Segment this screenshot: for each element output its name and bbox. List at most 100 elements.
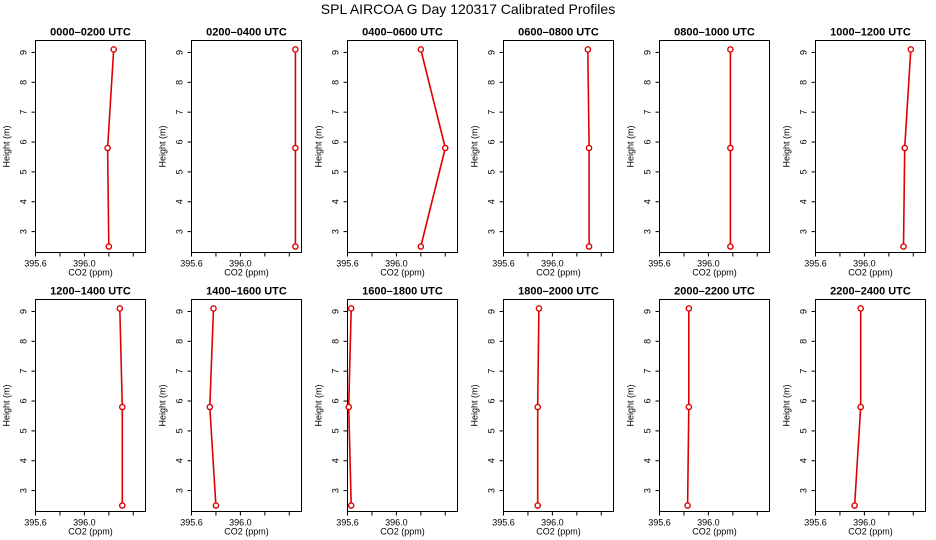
y-tick-label: 4 <box>799 199 809 204</box>
plot-frame <box>35 299 146 512</box>
x-tick-label: 395.6 <box>648 259 671 269</box>
y-tick-label: 5 <box>487 169 497 174</box>
x-tick-label: 395.6 <box>24 259 47 269</box>
data-point <box>105 243 113 250</box>
plot-frame <box>191 299 302 512</box>
y-tick-label: 7 <box>175 369 185 374</box>
x-axis-label: CO2 (ppm) <box>224 527 269 537</box>
plot-frame <box>35 40 146 253</box>
y-tick-label: 4 <box>175 458 185 463</box>
y-tick-label: 5 <box>331 169 341 174</box>
y-axis-label: Height (m) <box>158 125 168 167</box>
profile-panel: 0000–0200 UTC 395.6 396.0 3 4 5 6 7 8 9 CO2 (ppm) H… <box>2 27 146 278</box>
panel-title: 0400–0600 UTC <box>362 27 443 39</box>
y-tick-label: 6 <box>643 399 653 404</box>
data-point <box>210 305 217 312</box>
x-tick-label: 396.0 <box>853 518 876 528</box>
data-point <box>535 305 543 312</box>
y-tick-label: 4 <box>487 458 497 463</box>
y-tick-label: 7 <box>487 110 497 115</box>
y-tick-label: 9 <box>643 309 653 314</box>
y-tick-label: 9 <box>643 50 653 55</box>
data-point <box>347 305 355 312</box>
x-tick-label: 396.0 <box>229 518 252 528</box>
panel-title: 2000–2200 UTC <box>674 286 755 298</box>
figure-title: SPL AIRCOA G Day 120317 Calibrated Profi… <box>321 1 615 17</box>
y-tick-label: 5 <box>331 428 341 433</box>
data-point <box>292 46 299 53</box>
data-point <box>727 243 734 250</box>
y-tick-label: 6 <box>799 399 809 404</box>
panel-title: 1200–1400 UTC <box>50 286 131 298</box>
panel-title: 0800–1000 UTC <box>674 27 755 39</box>
y-tick-label: 7 <box>331 110 341 115</box>
y-tick-label: 8 <box>331 339 341 344</box>
y-tick-label: 3 <box>175 229 185 234</box>
x-tick-label: 395.6 <box>804 259 827 269</box>
y-tick-label: 7 <box>643 110 653 115</box>
panel-title: 1000–1200 UTC <box>830 27 911 39</box>
y-tick-label: 9 <box>331 50 341 55</box>
plot-frame <box>815 299 926 512</box>
y-axis-label: Height (m) <box>2 125 12 167</box>
y-axis-label: Height (m) <box>782 384 792 426</box>
data-point <box>110 46 118 53</box>
data-point <box>534 403 542 411</box>
y-tick-label: 6 <box>175 399 185 404</box>
y-tick-label: 7 <box>643 369 653 374</box>
y-tick-label: 8 <box>487 80 497 85</box>
panel-grid: 0000–0200 UTC 395.6 396.0 3 4 5 6 7 8 9 CO2 (ppm) H… <box>2 27 926 537</box>
data-point <box>206 403 214 411</box>
data-point <box>292 144 299 152</box>
y-tick-label: 3 <box>487 488 497 493</box>
profile-panel: 1200–1400 UTC 395.6 396.0 3 4 5 6 7 8 9 CO2 (ppm) H… <box>2 286 146 537</box>
x-tick-label: 396.0 <box>229 259 252 269</box>
data-point <box>417 46 425 53</box>
x-tick-label: 396.0 <box>73 518 96 528</box>
y-tick-label: 4 <box>19 199 29 204</box>
profile-panel: 1600–1800 UTC 395.6 396.0 3 4 5 6 7 8 9 CO2 (ppm) H… <box>314 286 458 537</box>
y-axis-label: Height (m) <box>470 384 480 426</box>
data-point <box>685 305 693 312</box>
y-tick-label: 8 <box>799 339 809 344</box>
y-tick-label: 4 <box>643 199 653 204</box>
x-tick-label: 396.0 <box>541 259 564 269</box>
y-axis-label: Height (m) <box>626 384 636 426</box>
data-point <box>345 403 353 411</box>
data-point <box>347 502 355 509</box>
y-axis-label: Height (m) <box>314 125 324 167</box>
y-tick-label: 3 <box>487 229 497 234</box>
x-tick-label: 396.0 <box>697 518 720 528</box>
x-tick-label: 395.6 <box>804 518 827 528</box>
y-tick-label: 8 <box>487 339 497 344</box>
x-tick-label: 396.0 <box>73 259 96 269</box>
y-tick-label: 3 <box>175 488 185 493</box>
y-tick-label: 7 <box>799 369 809 374</box>
y-tick-label: 3 <box>799 488 809 493</box>
x-axis-label: CO2 (ppm) <box>536 527 581 537</box>
data-point <box>534 502 542 509</box>
y-tick-label: 9 <box>175 50 185 55</box>
data-point <box>857 403 865 411</box>
x-axis-label: CO2 (ppm) <box>536 268 581 278</box>
x-axis-label: CO2 (ppm) <box>692 527 737 537</box>
y-tick-label: 9 <box>19 50 29 55</box>
x-tick-label: 395.6 <box>648 518 671 528</box>
y-tick-label: 7 <box>19 369 29 374</box>
x-axis-label: CO2 (ppm) <box>848 527 893 537</box>
y-tick-label: 7 <box>19 110 29 115</box>
x-tick-label: 396.0 <box>697 259 720 269</box>
y-axis-label: Height (m) <box>626 125 636 167</box>
y-tick-label: 6 <box>799 140 809 145</box>
plot-frame <box>503 40 614 253</box>
y-tick-label: 6 <box>19 399 29 404</box>
x-tick-label: 396.0 <box>385 259 408 269</box>
panel-title: 0000–0200 UTC <box>50 27 131 39</box>
y-tick-label: 4 <box>331 199 341 204</box>
x-tick-label: 395.6 <box>336 259 359 269</box>
panel-title: 2200–2400 UTC <box>830 286 911 298</box>
x-axis-label: CO2 (ppm) <box>380 268 425 278</box>
data-point <box>118 403 126 411</box>
y-tick-label: 6 <box>487 140 497 145</box>
panel-title: 1600–1800 UTC <box>362 286 443 298</box>
